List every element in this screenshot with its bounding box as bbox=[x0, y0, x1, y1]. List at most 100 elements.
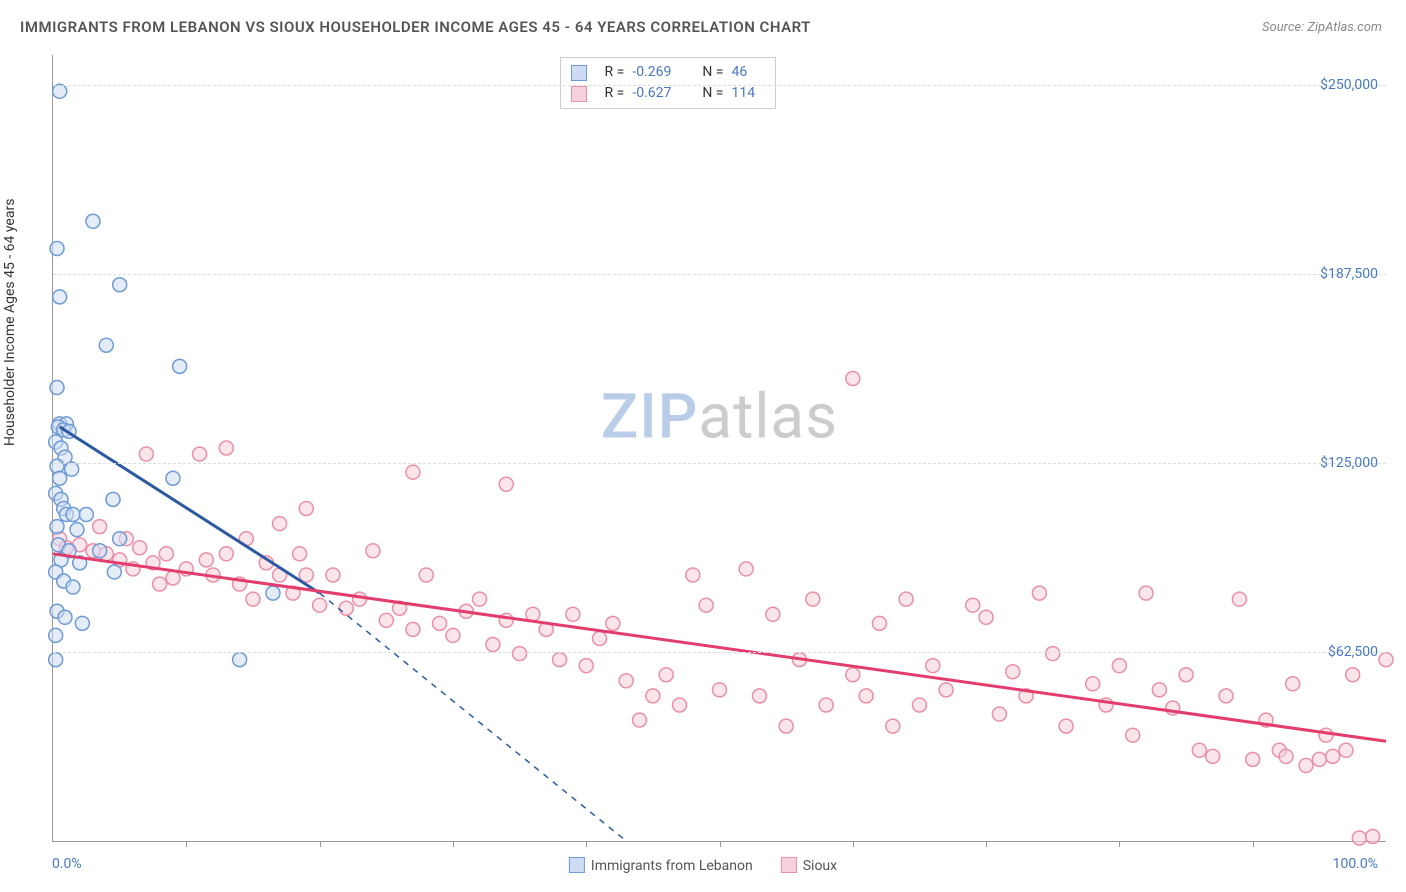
gridline bbox=[53, 85, 1386, 86]
y-axis-label: Householder Income Ages 45 - 64 years bbox=[2, 199, 18, 446]
chart-title: IMMIGRANTS FROM LEBANON VS SIOUX HOUSEHO… bbox=[20, 18, 811, 36]
data-point bbox=[1086, 677, 1100, 691]
data-point bbox=[1339, 743, 1353, 757]
data-point bbox=[1279, 749, 1293, 763]
data-point bbox=[65, 462, 79, 476]
legend-swatch bbox=[571, 86, 587, 102]
x-tick bbox=[586, 841, 587, 847]
data-point bbox=[713, 683, 727, 697]
legend-item: Sioux bbox=[781, 857, 837, 874]
data-point bbox=[473, 592, 487, 606]
data-point bbox=[50, 520, 64, 534]
data-point bbox=[513, 647, 527, 661]
x-tick bbox=[853, 841, 854, 847]
data-point bbox=[686, 568, 700, 582]
data-point bbox=[313, 598, 327, 612]
data-point bbox=[107, 565, 121, 579]
data-point bbox=[846, 668, 860, 682]
data-point bbox=[1192, 743, 1206, 757]
gridline bbox=[53, 463, 1386, 464]
data-point bbox=[66, 580, 80, 594]
data-point bbox=[499, 477, 513, 491]
data-point bbox=[886, 719, 900, 733]
x-axis-max-label: 100.0% bbox=[1333, 856, 1378, 872]
data-point bbox=[966, 598, 980, 612]
data-point bbox=[673, 698, 687, 712]
data-point bbox=[1139, 586, 1153, 600]
data-point bbox=[166, 471, 180, 485]
data-point bbox=[899, 592, 913, 606]
data-point bbox=[446, 628, 460, 642]
data-point bbox=[1179, 668, 1193, 682]
data-point bbox=[366, 544, 380, 558]
data-point bbox=[1346, 668, 1360, 682]
data-point bbox=[379, 613, 393, 627]
data-point bbox=[173, 359, 187, 373]
gridline bbox=[53, 274, 1386, 275]
data-point bbox=[433, 616, 447, 630]
data-point bbox=[1379, 653, 1393, 667]
data-point bbox=[566, 607, 580, 621]
x-tick bbox=[1253, 841, 1254, 847]
x-tick bbox=[986, 841, 987, 847]
correlation-legend: R =-0.269N =46R =-0.627N =114 bbox=[560, 57, 777, 109]
data-point bbox=[752, 689, 766, 703]
data-point bbox=[819, 698, 833, 712]
data-point bbox=[419, 568, 433, 582]
data-point bbox=[139, 447, 153, 461]
data-point bbox=[199, 553, 213, 567]
data-point bbox=[53, 290, 67, 304]
data-point bbox=[113, 278, 127, 292]
data-point bbox=[1219, 689, 1233, 703]
data-point bbox=[739, 562, 753, 576]
y-tick-label: $62,500 bbox=[1328, 644, 1378, 660]
data-point bbox=[486, 638, 500, 652]
data-point bbox=[846, 371, 860, 385]
data-point bbox=[1206, 749, 1220, 763]
data-point bbox=[106, 492, 120, 506]
data-point bbox=[86, 214, 100, 228]
data-point bbox=[50, 381, 64, 395]
data-point bbox=[219, 547, 233, 561]
legend-swatch bbox=[781, 857, 797, 873]
data-point bbox=[246, 592, 260, 606]
data-point bbox=[159, 547, 173, 561]
data-point bbox=[353, 592, 367, 606]
series-legend: Immigrants from Lebanon Sioux bbox=[569, 857, 837, 874]
x-tick bbox=[1119, 841, 1120, 847]
data-point bbox=[659, 668, 673, 682]
data-point bbox=[766, 607, 780, 621]
data-point bbox=[273, 517, 287, 531]
trend-line bbox=[53, 554, 1386, 741]
data-point bbox=[406, 622, 420, 636]
data-point bbox=[579, 659, 593, 673]
data-point bbox=[49, 653, 63, 667]
data-point bbox=[979, 610, 993, 624]
data-point bbox=[70, 523, 84, 537]
data-point bbox=[1319, 728, 1333, 742]
correlation-legend-row: R =-0.269N =46 bbox=[571, 62, 766, 83]
data-point bbox=[1299, 758, 1313, 772]
data-point bbox=[193, 447, 207, 461]
data-point bbox=[406, 465, 420, 479]
legend-label: Immigrants from Lebanon bbox=[591, 858, 753, 874]
y-tick-label: $250,000 bbox=[1320, 77, 1378, 93]
y-tick-label: $187,500 bbox=[1320, 266, 1378, 282]
x-tick bbox=[320, 841, 321, 847]
r-value: -0.269 bbox=[632, 62, 690, 83]
plot-svg bbox=[53, 55, 1386, 841]
data-point bbox=[49, 628, 63, 642]
data-point bbox=[99, 338, 113, 352]
data-point bbox=[926, 659, 940, 673]
data-point bbox=[633, 713, 647, 727]
data-point bbox=[1286, 677, 1300, 691]
data-point bbox=[53, 84, 67, 98]
data-point bbox=[806, 592, 820, 606]
legend-label: Sioux bbox=[803, 858, 837, 874]
data-point bbox=[58, 610, 72, 624]
data-point bbox=[66, 508, 80, 522]
data-point bbox=[619, 674, 633, 688]
data-point bbox=[992, 707, 1006, 721]
x-tick bbox=[453, 841, 454, 847]
data-point bbox=[1366, 829, 1380, 843]
